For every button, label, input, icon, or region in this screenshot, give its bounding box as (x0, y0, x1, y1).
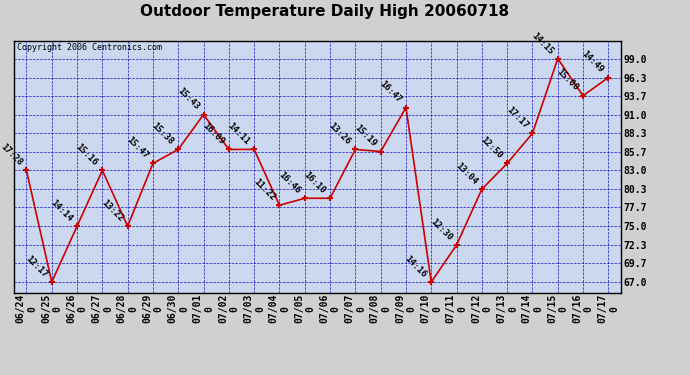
Text: 15:43: 15:43 (175, 86, 201, 112)
Text: 16:47: 16:47 (378, 80, 403, 105)
Text: 13:04: 13:04 (454, 161, 479, 186)
Text: 13:26: 13:26 (327, 121, 353, 147)
Text: 15:47: 15:47 (125, 135, 150, 160)
Text: 16:10: 16:10 (302, 170, 327, 195)
Text: 14:16: 14:16 (403, 254, 428, 279)
Text: 14:15: 14:15 (530, 30, 555, 56)
Text: 15:19: 15:19 (353, 123, 378, 149)
Text: 16:46: 16:46 (277, 170, 302, 195)
Text: 12:50: 12:50 (479, 135, 504, 160)
Text: 15:38: 15:38 (150, 121, 175, 147)
Text: 17:28: 17:28 (0, 142, 23, 168)
Text: 15:00: 15:00 (555, 68, 580, 93)
Text: 12:30: 12:30 (428, 217, 454, 242)
Text: 14:11: 14:11 (226, 121, 251, 147)
Text: Outdoor Temperature Daily High 20060718: Outdoor Temperature Daily High 20060718 (140, 4, 509, 19)
Text: 15:16: 15:16 (75, 142, 99, 168)
Text: 11:22: 11:22 (251, 177, 277, 203)
Text: 14:49: 14:49 (580, 50, 606, 75)
Text: 12:17: 12:17 (23, 254, 49, 279)
Text: 14:14: 14:14 (49, 198, 75, 223)
Text: 17:17: 17:17 (504, 105, 530, 130)
Text: 13:22: 13:22 (99, 198, 125, 223)
Text: Copyright 2006 Centronics.com: Copyright 2006 Centronics.com (17, 42, 162, 51)
Text: 16:09: 16:09 (201, 121, 226, 147)
